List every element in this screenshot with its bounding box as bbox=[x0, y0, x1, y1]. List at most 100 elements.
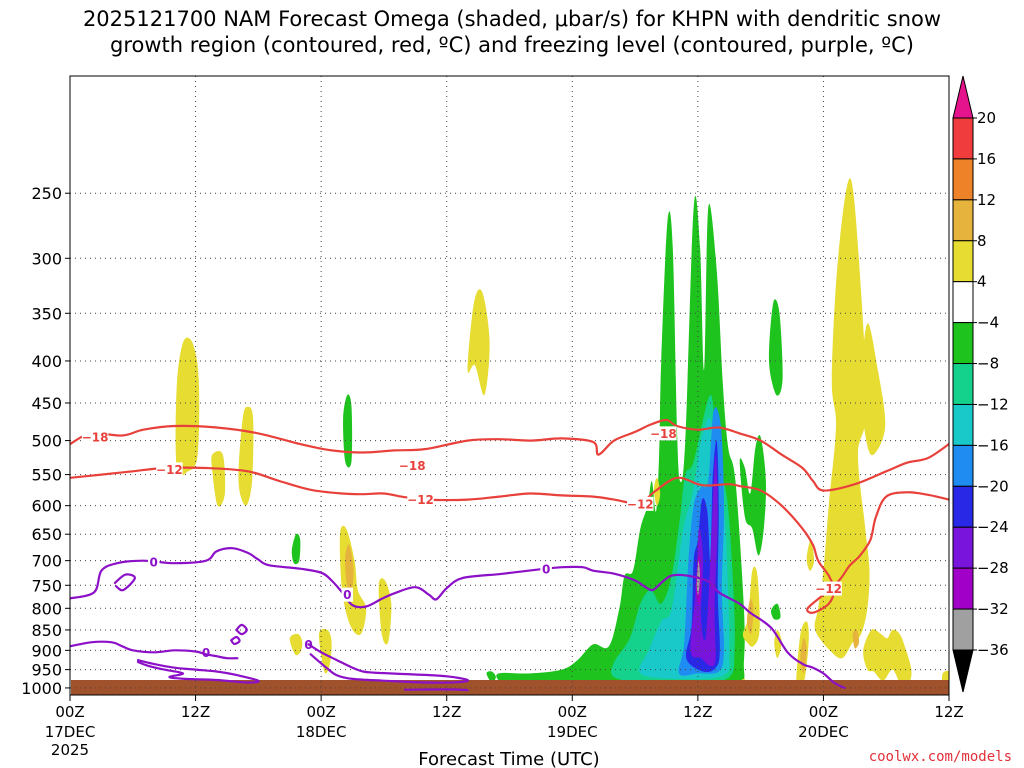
colorbar-label: −16 bbox=[977, 436, 1009, 454]
freezing-level-contour bbox=[235, 623, 248, 636]
omega-region bbox=[739, 434, 767, 556]
x-tick-date: 17DEC bbox=[45, 723, 96, 741]
contour-label-bg bbox=[81, 429, 109, 444]
colorbar-bin bbox=[952, 363, 974, 405]
dendritic-growth-contour bbox=[70, 418, 949, 492]
omega-region bbox=[238, 406, 254, 506]
colorbar-label: −24 bbox=[977, 518, 1009, 536]
colorbar-label: −28 bbox=[977, 559, 1009, 577]
colorbar-label: 8 bbox=[977, 232, 987, 250]
contour-label-bg bbox=[815, 581, 842, 596]
omega-region bbox=[690, 454, 718, 667]
contour-label: −18 bbox=[399, 459, 426, 473]
x-axis-label: Forecast Time (UTC) bbox=[418, 749, 599, 768]
contour-label-bg bbox=[156, 462, 183, 477]
contour-label-bg bbox=[650, 426, 677, 441]
y-tick-label: 800 bbox=[31, 599, 62, 618]
omega-region bbox=[774, 629, 782, 659]
contour-label: −18 bbox=[650, 427, 677, 441]
contour-label-bg bbox=[407, 492, 434, 507]
x-tick-label: 00Z bbox=[558, 703, 587, 721]
omega-region bbox=[291, 533, 301, 565]
contour-label-bg bbox=[147, 555, 160, 570]
contour-label: −18 bbox=[82, 430, 109, 444]
y-tick-label: 1000 bbox=[21, 679, 62, 698]
omega-region bbox=[852, 629, 860, 649]
freezing-level-contour bbox=[230, 635, 241, 646]
colorbar-bin bbox=[952, 117, 974, 160]
y-tick-label: 600 bbox=[31, 497, 62, 516]
omega-region bbox=[768, 299, 783, 396]
y-tick-label: 500 bbox=[31, 432, 62, 451]
freezing-level-contour bbox=[70, 640, 239, 660]
freezing-level-contour bbox=[113, 573, 136, 592]
chart-title-line1: 2025121700 NAM Forecast Omega (shaded, μ… bbox=[83, 7, 941, 31]
dendritic-growth-contour bbox=[70, 466, 949, 614]
colorbar-label: 4 bbox=[977, 273, 987, 291]
x-tick-date: 19DEC bbox=[547, 723, 598, 741]
x-tick-year: 2025 bbox=[51, 741, 89, 759]
omega-region bbox=[771, 603, 781, 620]
contour-label-bg bbox=[627, 496, 654, 511]
omega-region bbox=[863, 629, 912, 686]
colorbar-bin bbox=[952, 403, 974, 446]
freezing-level-contour bbox=[70, 547, 846, 689]
colorbar-bin bbox=[952, 158, 974, 201]
colorbar-bin bbox=[952, 608, 974, 651]
contour-label: −12 bbox=[407, 493, 434, 507]
contour-label-bg bbox=[341, 587, 354, 602]
freezing-level-contour bbox=[136, 659, 260, 684]
colorbar-under-arrow bbox=[952, 649, 974, 693]
y-tick-label: 950 bbox=[31, 661, 62, 680]
y-tick-label: 250 bbox=[31, 184, 62, 203]
colorbar-label: −8 bbox=[977, 355, 999, 373]
colorbar-bin bbox=[952, 281, 974, 324]
y-tick-label: 750 bbox=[31, 576, 62, 595]
colorbar-bin bbox=[952, 240, 974, 283]
colorbar-bin bbox=[952, 485, 974, 528]
contour-label-bg bbox=[200, 645, 212, 660]
x-tick-label: 12Z bbox=[934, 703, 963, 721]
omega-shading bbox=[175, 178, 949, 691]
colorbar-bin bbox=[952, 322, 974, 365]
x-tick-label: 12Z bbox=[683, 703, 712, 721]
omega-region bbox=[211, 450, 226, 507]
grid-lines bbox=[70, 76, 949, 695]
colorbar-label: −4 bbox=[977, 314, 999, 332]
colorbar-bin bbox=[952, 526, 974, 569]
contour-label: 0 bbox=[202, 646, 210, 660]
contour-label: −12 bbox=[627, 497, 654, 511]
x-tick-label: 00Z bbox=[55, 703, 84, 721]
contour-label: −12 bbox=[815, 582, 842, 596]
colorbar-label: −20 bbox=[977, 477, 1009, 495]
x-tick-label: 12Z bbox=[181, 703, 210, 721]
plot-frame bbox=[69, 75, 950, 696]
colorbar-over-arrow bbox=[952, 75, 974, 119]
omega-region bbox=[289, 633, 303, 656]
colorbar-label: 20 bbox=[977, 109, 996, 127]
y-tick-label: 900 bbox=[31, 641, 62, 660]
pressure-axis: 2503003504004505005506006507007508008509… bbox=[21, 184, 70, 698]
omega-region bbox=[806, 539, 815, 571]
colorbar: 20 16 12 8 4 −4 −8 −12 −16 −20 −24 −28 −32 −36 bbox=[952, 75, 1009, 693]
freezing-level-contour bbox=[307, 643, 470, 684]
x-tick-label: 00Z bbox=[306, 703, 335, 721]
contour-label: 0 bbox=[150, 556, 158, 570]
y-tick-label: 300 bbox=[31, 249, 62, 268]
colorbar-bin bbox=[952, 199, 974, 242]
colorbar-label: −32 bbox=[977, 600, 1009, 618]
contour-label: −12 bbox=[156, 463, 183, 477]
y-tick-label: 400 bbox=[31, 352, 62, 371]
credit-text: coolwx.com/models bbox=[869, 749, 1012, 765]
colorbar-label: −12 bbox=[977, 395, 1009, 413]
colorbar-bin bbox=[952, 567, 974, 610]
omega-region bbox=[746, 598, 754, 635]
omega-region bbox=[345, 544, 354, 598]
omega-region bbox=[318, 628, 332, 674]
y-tick-label: 850 bbox=[31, 621, 62, 640]
contour-label: 0 bbox=[542, 563, 550, 577]
contour-label-bg bbox=[398, 458, 426, 473]
omega-region bbox=[486, 671, 496, 683]
